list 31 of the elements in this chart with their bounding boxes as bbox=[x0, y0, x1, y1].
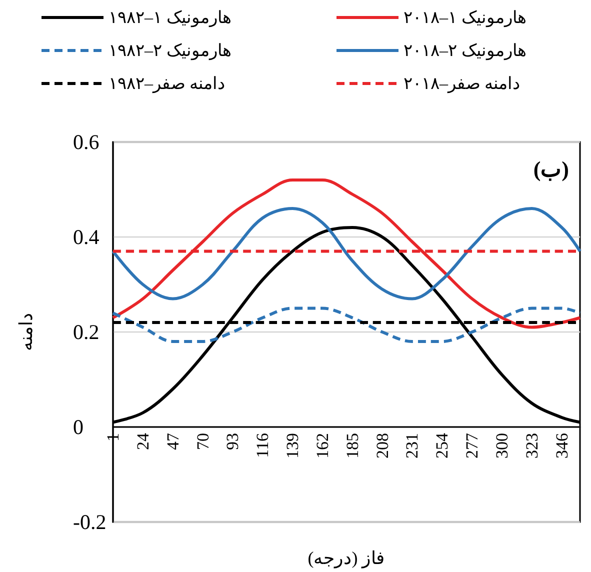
x-tick-label: 162 bbox=[312, 433, 332, 458]
y-tick-label: 0 bbox=[73, 415, 84, 439]
legend-label: دامنه صفر–۱۹۸۲ bbox=[108, 74, 226, 94]
legend-label: هارمونیک ۱–۱۹۸۲ bbox=[108, 8, 232, 28]
x-tick-label: 24 bbox=[133, 432, 152, 450]
x-tick-label: 185 bbox=[342, 433, 362, 458]
y-tick-label: -0.2 bbox=[73, 510, 106, 534]
y-tick-label: 0.2 bbox=[73, 320, 100, 344]
x-tick-label: 139 bbox=[283, 433, 302, 458]
x-tick-label: 323 bbox=[522, 433, 542, 458]
x-tick-label: 93 bbox=[223, 433, 242, 450]
x-tick-label: 47 bbox=[163, 432, 182, 450]
line-series bbox=[112, 306, 582, 343]
legend-label: دامنه صفر–۲۰۱۸ bbox=[404, 74, 520, 94]
y-tick-label: 0.6 bbox=[73, 130, 100, 154]
legend-label: هارمونیک ۲–۲۰۱۸ bbox=[404, 41, 526, 61]
x-tick-label: 116 bbox=[253, 433, 272, 458]
legend-label: هارمونیک ۱–۲۰۱۸ bbox=[404, 8, 526, 28]
x-tick-label: 231 bbox=[402, 433, 422, 458]
y-tick-label: 0.4 bbox=[73, 225, 100, 249]
x-axis-title: فاز (درجه) bbox=[308, 548, 386, 569]
x-tick-label: 70 bbox=[193, 433, 212, 450]
x-tick-label: 254 bbox=[432, 432, 452, 458]
legend-label: هارمونیک ۲–۱۹۸۲ bbox=[108, 41, 232, 61]
annotation: (ب) bbox=[533, 156, 570, 182]
x-tick-label: 300 bbox=[492, 433, 512, 458]
y-axis-title: دامنه bbox=[16, 313, 36, 351]
line-series bbox=[112, 207, 582, 300]
x-tick-label: 277 bbox=[462, 432, 482, 458]
x-tick-label: 208 bbox=[372, 433, 392, 458]
x-tick-label: 346 bbox=[552, 433, 572, 458]
